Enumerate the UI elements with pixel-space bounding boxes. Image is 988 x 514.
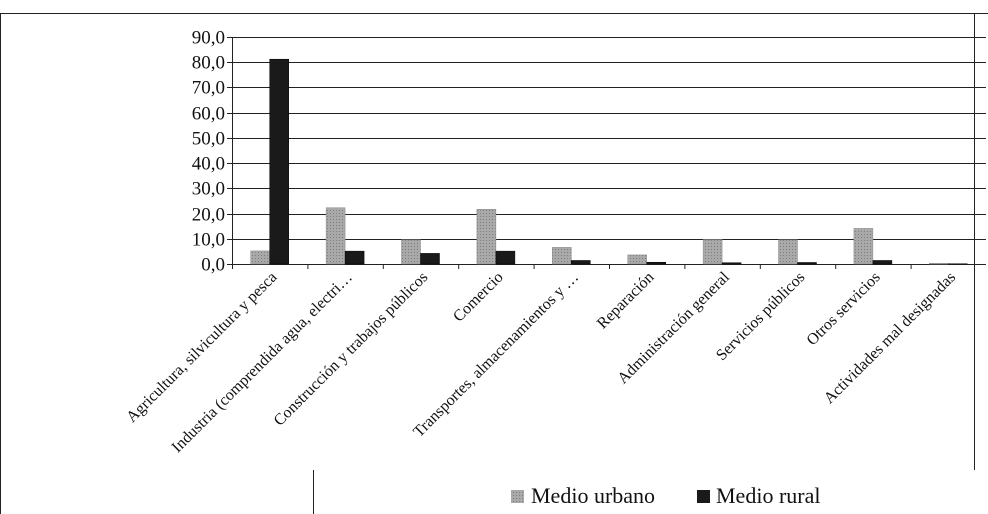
y-tick-labels: 0,0 10,0 20,0 30,0 40,0 50,0 60,0 70,0 80,0 90,0 xyxy=(192,28,225,276)
category-labels: Agricultura, silvicultura y pescaIndustr… xyxy=(123,268,959,456)
bar-rural xyxy=(571,260,591,265)
grid-lines xyxy=(232,37,986,240)
bar-urbano xyxy=(250,250,270,265)
legend-swatch-rural xyxy=(697,490,710,503)
y-tick-label: 90,0 xyxy=(192,28,225,49)
bar-urbano xyxy=(476,209,497,265)
bars xyxy=(250,58,968,265)
legend-label-rural: Medio rural xyxy=(716,483,820,508)
bar-urbano xyxy=(929,262,949,265)
bar-rural xyxy=(344,250,365,265)
y-tick-label: 20,0 xyxy=(192,205,225,226)
legend-swatch-urbano xyxy=(511,490,524,503)
bar-urbano xyxy=(627,254,647,265)
y-tick-label: 50,0 xyxy=(192,129,225,150)
y-tick-label: 40,0 xyxy=(192,154,225,175)
y-tick-label: 60,0 xyxy=(192,104,225,125)
x-category-label: Comercio xyxy=(450,269,507,326)
y-tick-label: 70,0 xyxy=(192,78,225,99)
legend: Medio urbano Medio rural xyxy=(511,483,820,508)
x-category-label: Transportes, almacenamientos y … xyxy=(410,269,582,441)
x-category-label: Otros servicios xyxy=(804,269,884,349)
axes xyxy=(227,37,986,269)
y-tick-label: 80,0 xyxy=(192,53,225,74)
y-tick-label: 30,0 xyxy=(192,179,225,200)
bar-urbano xyxy=(552,247,572,265)
bar-urbano xyxy=(325,207,346,265)
x-category-label: Actividades mal designadas xyxy=(821,269,959,407)
y-tick-label: 0,0 xyxy=(201,255,225,276)
bar-rural xyxy=(721,262,742,265)
bar-rural xyxy=(420,253,440,265)
bar-urbano xyxy=(702,239,723,265)
bar-rural xyxy=(797,262,817,265)
x-category-label: Construcción y trabajos públicos xyxy=(271,269,432,430)
x-category-label: Reparación xyxy=(594,269,658,333)
bar-rural xyxy=(269,58,289,265)
bar-rural xyxy=(872,260,893,265)
y-tick-label: 10,0 xyxy=(192,230,225,251)
bar-urbano xyxy=(401,239,421,265)
legend-label-urbano: Medio urbano xyxy=(531,483,655,508)
x-category-label: Agricultura, silvicultura y pesca xyxy=(123,269,280,426)
bar-rural xyxy=(495,250,516,265)
bar-rural xyxy=(646,261,666,265)
bar-urbano xyxy=(778,239,798,265)
bar-urbano xyxy=(853,228,874,265)
